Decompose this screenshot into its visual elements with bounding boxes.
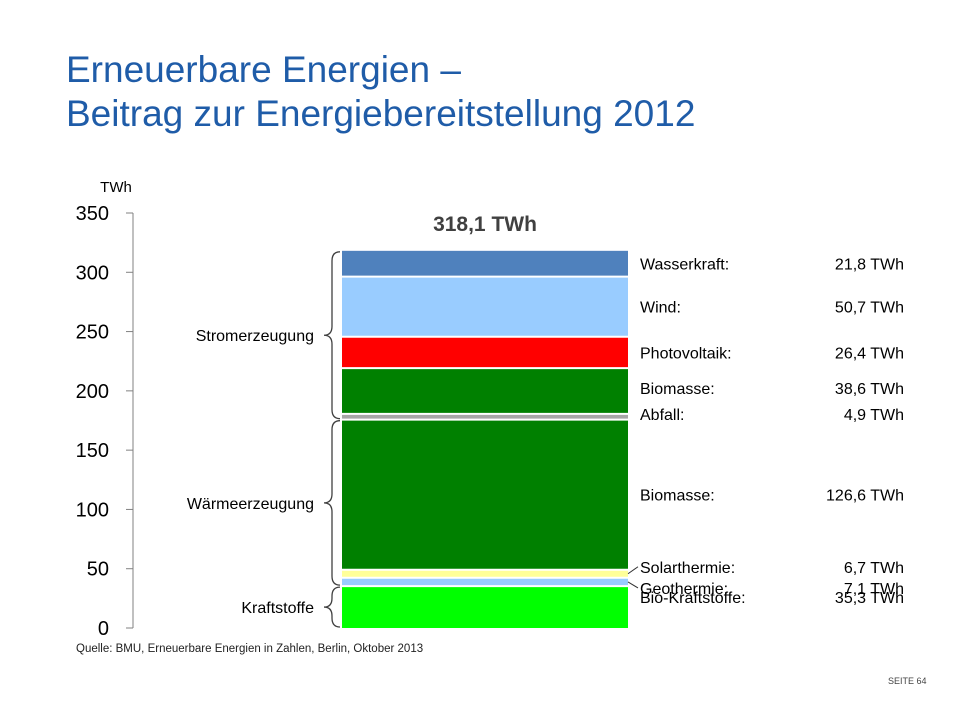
segment-value-label: 7,1 TWh [844,581,904,598]
segment-name-label: Wasserkraft: [640,257,729,274]
slide-number: SEITE 64 [888,676,927,686]
y-tick-label: 250 [76,322,109,344]
y-tick-label: 50 [87,559,109,581]
segment-value-label: 126,6 TWh [826,488,904,505]
segment-value-label: 38,6 TWh [835,381,904,398]
bar-segment [342,413,628,420]
bar-segment [342,276,628,337]
y-tick-label: 100 [76,499,109,521]
total-label: 318,1 TWh [433,213,537,236]
segment-name-label: Biomasse: [640,381,715,398]
segment-value-label: 21,8 TWh [835,257,904,274]
bar-segment [342,336,628,369]
bar-segment [342,577,628,587]
segment-name-label: Solarthermie: [640,560,735,577]
y-axis-unit-label: TWh [100,179,132,196]
y-tick-label: 350 [76,203,109,225]
source-note: Quelle: BMU, Erneuerbare Energien in Zah… [76,643,424,655]
segment-name-label: Wind: [640,300,681,317]
segment-value-label: 26,4 TWh [835,345,904,362]
bar-segment [342,586,628,628]
bar-segment [342,569,628,578]
segment-name-label: Geothermie: [640,581,728,598]
segment-value-label: 6,7 TWh [844,560,904,577]
y-tick-label: 300 [76,262,109,284]
segment-name-label: Photovoltaik: [640,345,732,362]
group-label: Kraftstoffe [241,600,314,617]
segment-name-label: Biomasse: [640,488,715,505]
y-tick-label: 200 [76,381,109,403]
bar-segment [342,368,628,414]
bar-segment [342,419,628,570]
y-tick-label: 150 [76,440,109,462]
group-brace [323,420,341,586]
segment-name-label: Abfall: [640,407,684,424]
segment-name-label: Bio-Kraftstoffe: [640,590,746,607]
title-line-2: Beitrag zur Energiebereitstellung 2012 [66,93,696,134]
leader-line [627,581,639,589]
bar-segment [342,250,628,277]
page-title: Erneuerbare Energien – Beitrag zur Energ… [66,48,695,136]
group-label: Stromerzeugung [196,328,314,345]
group-label: Wärmeerzeugung [187,496,314,513]
segment-value-label: 50,7 TWh [835,300,904,317]
leader-line [627,566,639,575]
title-line-1: Erneuerbare Energien – [66,49,461,90]
segment-value-label: 35,3 TWh [835,590,904,607]
group-brace [323,251,341,420]
segment-value-label: 4,9 TWh [844,407,904,424]
y-tick-label: 0 [98,618,109,640]
group-brace [323,586,341,628]
